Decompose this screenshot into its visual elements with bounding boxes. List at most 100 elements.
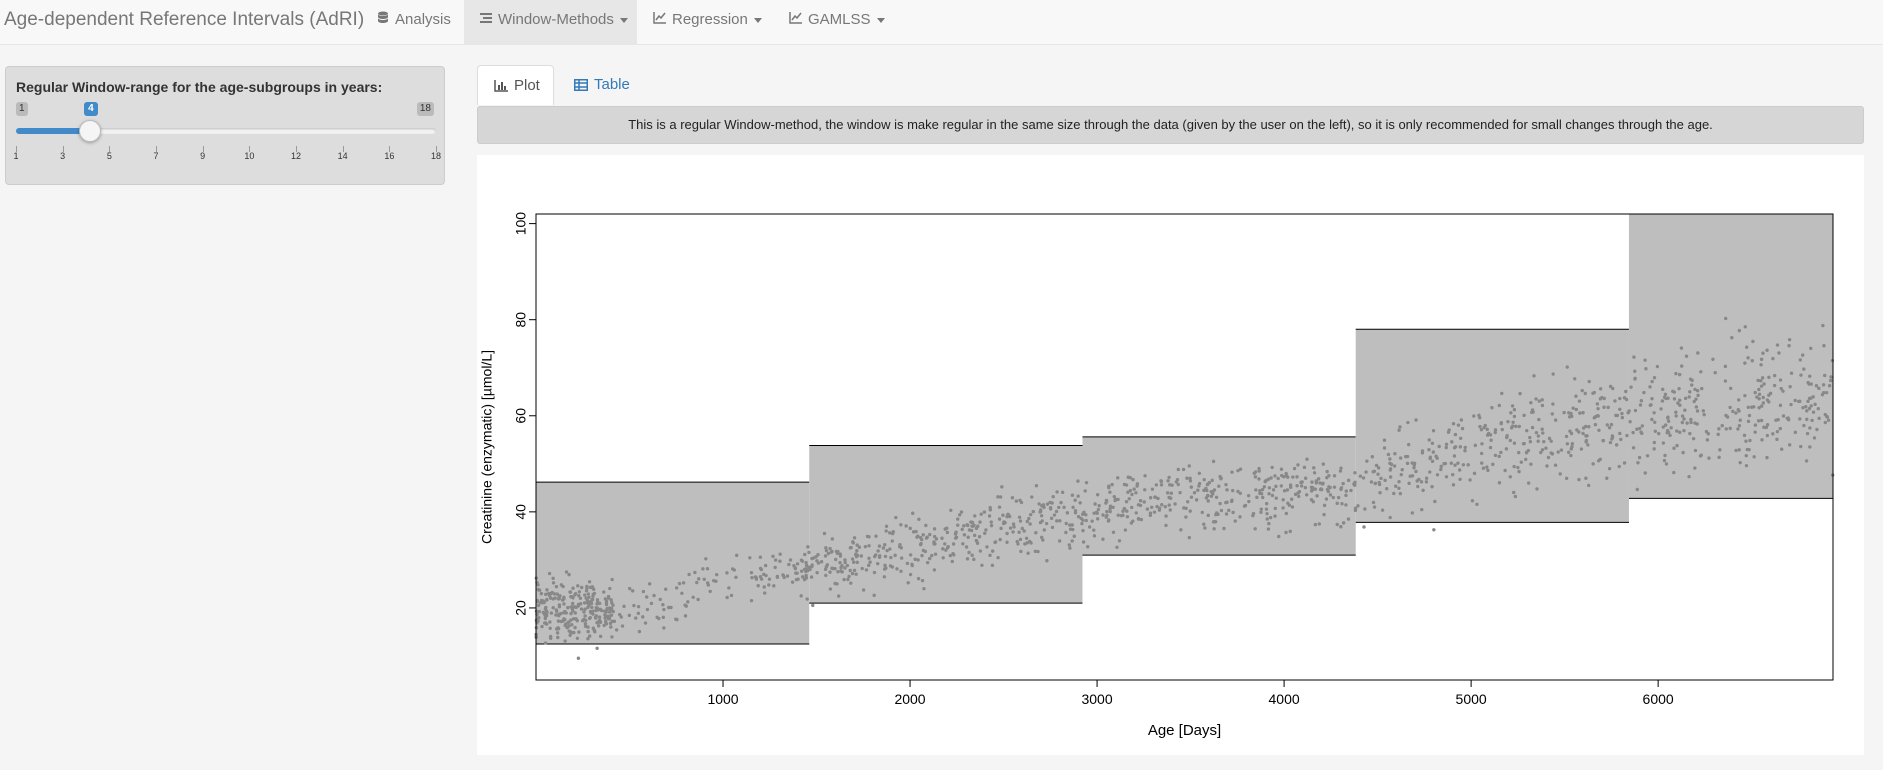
data-point (1829, 375, 1833, 379)
data-point (563, 622, 568, 626)
data-point (1786, 416, 1790, 420)
data-point (933, 552, 938, 556)
data-point (555, 609, 559, 613)
data-point (1164, 514, 1168, 518)
data-point (1126, 490, 1130, 494)
data-point (1653, 429, 1658, 433)
data-point (1478, 416, 1482, 420)
data-point (637, 629, 642, 634)
data-point (775, 575, 780, 579)
data-point (1705, 438, 1710, 442)
data-point (920, 553, 924, 558)
data-point (1810, 418, 1814, 423)
data-point (882, 567, 887, 571)
data-point (681, 581, 686, 585)
data-point (1311, 487, 1315, 492)
data-point (1753, 423, 1758, 427)
data-point (1205, 493, 1210, 498)
data-point (1076, 514, 1081, 519)
data-point (951, 542, 956, 546)
data-point (1398, 491, 1403, 496)
data-point (1480, 442, 1484, 446)
data-point (854, 572, 858, 576)
data-point (1663, 423, 1668, 427)
app-title[interactable]: Age-dependent Reference Intervals (AdRI) (4, 9, 365, 30)
data-point (1096, 517, 1100, 521)
data-point (1500, 391, 1504, 396)
data-point (819, 560, 824, 564)
data-point (1184, 515, 1188, 519)
data-point (1238, 515, 1242, 519)
data-point (571, 617, 576, 621)
data-point (874, 534, 878, 538)
data-point (1392, 464, 1397, 468)
data-point (810, 563, 814, 567)
data-point (1080, 521, 1084, 526)
data-point (1376, 472, 1380, 476)
data-point (577, 590, 582, 594)
data-point (997, 505, 1002, 509)
tab-table[interactable]: Table (558, 65, 646, 105)
data-point (1116, 476, 1120, 480)
data-point (1546, 455, 1551, 460)
data-point (541, 599, 545, 603)
data-point (1768, 391, 1773, 396)
data-point (891, 529, 895, 534)
slider-track[interactable] (16, 128, 436, 134)
data-point (1108, 490, 1112, 494)
data-point (977, 535, 982, 539)
slider-handle[interactable] (79, 120, 102, 142)
data-point (1339, 466, 1343, 470)
data-point (595, 646, 599, 650)
data-point (1268, 515, 1273, 520)
data-point (1222, 526, 1226, 531)
data-point (1115, 545, 1119, 550)
data-point (895, 567, 899, 571)
data-point (1602, 405, 1606, 409)
data-point (1212, 527, 1216, 531)
data-point (1338, 469, 1343, 473)
nav-analysis[interactable]: Analysis (365, 0, 469, 44)
data-point (809, 575, 814, 579)
data-point (554, 613, 558, 617)
data-point (560, 598, 565, 602)
data-point (1567, 411, 1571, 415)
data-point (1017, 515, 1022, 519)
data-point (1243, 503, 1248, 508)
data-point (576, 656, 581, 660)
data-point (1458, 436, 1463, 440)
data-point (944, 548, 948, 552)
nav-gamlss[interactable]: GAMLSS (789, 0, 885, 44)
data-point (1305, 457, 1309, 461)
nav-regression[interactable]: Regression (653, 0, 762, 44)
data-point (876, 561, 880, 566)
data-point (1753, 390, 1757, 395)
data-point (1807, 396, 1812, 401)
data-point (954, 530, 958, 534)
data-point (1663, 453, 1667, 458)
data-point (1211, 520, 1216, 524)
data-point (1433, 499, 1437, 504)
data-point (1823, 420, 1828, 425)
data-point (1593, 422, 1598, 427)
data-point (899, 523, 903, 527)
data-point (941, 547, 945, 551)
data-point (1540, 427, 1544, 431)
tab-plot[interactable]: Plot (477, 65, 554, 105)
data-point (1524, 451, 1529, 455)
data-point (1638, 403, 1643, 407)
data-point (1499, 450, 1503, 455)
data-point (596, 624, 601, 628)
nav-window-methods[interactable]: Window-Methods (464, 0, 637, 44)
data-point (1530, 425, 1535, 430)
data-point (1078, 501, 1082, 505)
slider-value-label: 4 (84, 102, 98, 116)
data-point (1799, 444, 1803, 449)
data-point (584, 596, 588, 600)
data-point (1549, 439, 1553, 443)
data-point (983, 531, 987, 535)
data-point (572, 605, 577, 609)
data-point (1631, 446, 1636, 450)
data-point (1186, 500, 1190, 504)
data-point (1113, 497, 1118, 502)
